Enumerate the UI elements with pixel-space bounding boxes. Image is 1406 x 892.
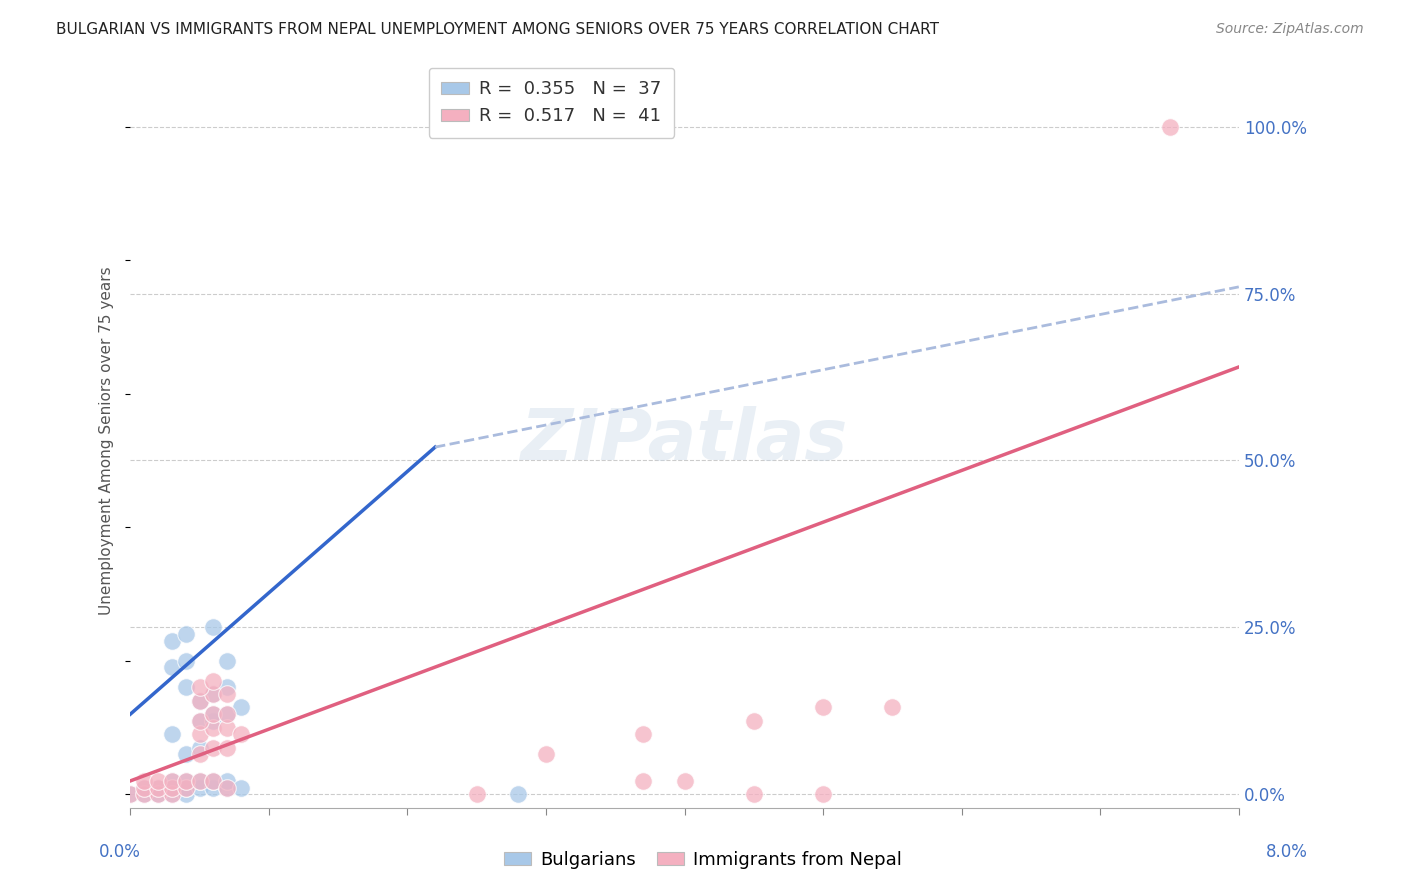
Legend: Bulgarians, Immigrants from Nepal: Bulgarians, Immigrants from Nepal	[496, 844, 910, 876]
Point	[217, 654, 239, 668]
Point	[174, 780, 197, 795]
Point	[134, 773, 156, 788]
Point	[231, 727, 253, 741]
Point	[217, 707, 239, 722]
Point	[217, 740, 239, 755]
Point	[202, 780, 225, 795]
Point	[174, 773, 197, 788]
Point	[217, 780, 239, 795]
Point	[188, 773, 211, 788]
Point	[202, 707, 225, 722]
Point	[534, 747, 557, 762]
Point	[134, 787, 156, 801]
Point	[217, 681, 239, 695]
Point	[188, 694, 211, 708]
Point	[120, 787, 142, 801]
Point	[160, 780, 183, 795]
Point	[160, 780, 183, 795]
Point	[146, 773, 169, 788]
Y-axis label: Unemployment Among Seniors over 75 years: Unemployment Among Seniors over 75 years	[100, 266, 114, 615]
Point	[160, 633, 183, 648]
Point	[134, 780, 156, 795]
Point	[188, 747, 211, 762]
Point	[631, 773, 654, 788]
Point	[134, 780, 156, 795]
Text: 8.0%: 8.0%	[1265, 843, 1308, 861]
Point	[146, 780, 169, 795]
Point	[631, 727, 654, 741]
Text: ZIPatlas: ZIPatlas	[520, 406, 848, 475]
Point	[673, 773, 696, 788]
Point	[202, 707, 225, 722]
Point	[188, 681, 211, 695]
Point	[217, 721, 239, 735]
Point	[120, 787, 142, 801]
Point	[202, 714, 225, 728]
Point	[160, 787, 183, 801]
Point	[465, 787, 488, 801]
Point	[202, 687, 225, 701]
Point	[811, 700, 834, 714]
Point	[202, 687, 225, 701]
Point	[188, 727, 211, 741]
Point	[202, 740, 225, 755]
Point	[231, 780, 253, 795]
Point	[188, 773, 211, 788]
Point	[202, 773, 225, 788]
Point	[1159, 120, 1181, 134]
Point	[174, 654, 197, 668]
Point	[202, 773, 225, 788]
Point	[188, 714, 211, 728]
Point	[217, 780, 239, 795]
Point	[742, 787, 765, 801]
Point	[174, 780, 197, 795]
Point	[188, 714, 211, 728]
Point	[174, 773, 197, 788]
Point	[882, 700, 904, 714]
Point	[146, 787, 169, 801]
Point	[160, 773, 183, 788]
Point	[217, 687, 239, 701]
Point	[160, 787, 183, 801]
Point	[217, 707, 239, 722]
Point	[508, 787, 530, 801]
Point	[174, 627, 197, 641]
Point	[146, 780, 169, 795]
Point	[188, 740, 211, 755]
Point	[134, 787, 156, 801]
Text: BULGARIAN VS IMMIGRANTS FROM NEPAL UNEMPLOYMENT AMONG SENIORS OVER 75 YEARS CORR: BULGARIAN VS IMMIGRANTS FROM NEPAL UNEMP…	[56, 22, 939, 37]
Point	[202, 673, 225, 688]
Point	[174, 787, 197, 801]
Point	[174, 747, 197, 762]
Point	[742, 714, 765, 728]
Point	[160, 660, 183, 674]
Point	[202, 620, 225, 634]
Point	[174, 681, 197, 695]
Point	[146, 787, 169, 801]
Point	[188, 694, 211, 708]
Legend: R =  0.355   N =  37, R =  0.517   N =  41: R = 0.355 N = 37, R = 0.517 N = 41	[429, 68, 675, 138]
Point	[202, 721, 225, 735]
Point	[188, 780, 211, 795]
Point	[160, 773, 183, 788]
Text: 0.0%: 0.0%	[98, 843, 141, 861]
Text: Source: ZipAtlas.com: Source: ZipAtlas.com	[1216, 22, 1364, 37]
Point	[811, 787, 834, 801]
Point	[231, 700, 253, 714]
Point	[160, 727, 183, 741]
Point	[217, 773, 239, 788]
